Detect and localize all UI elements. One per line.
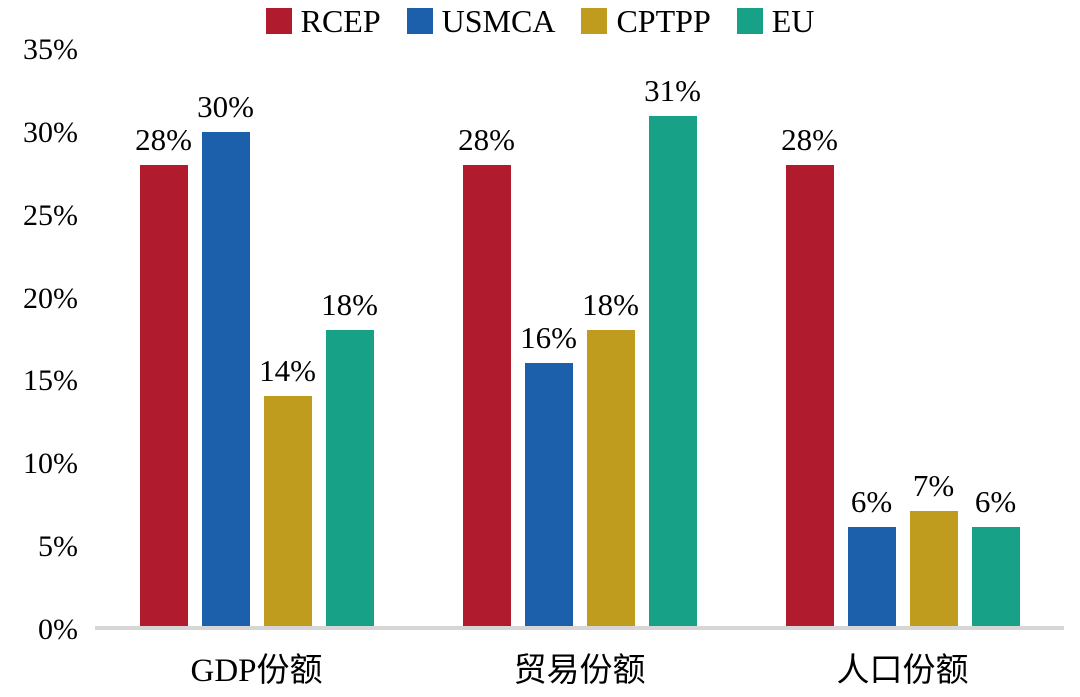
legend-label-usmca: USMCA <box>441 3 556 39</box>
bar-value-label: 7% <box>912 467 955 503</box>
y-tick-label: 30% <box>23 115 78 149</box>
category-label-3: 人口份额 <box>836 653 969 689</box>
legend-label-eu: EU <box>771 3 815 39</box>
bar-eu-3 <box>971 527 1020 626</box>
plot-area: 28% 30% 14% 18% 28% 16% 18% 31% 28% 6% 7% 6% <box>95 50 1064 630</box>
bar-value-label: 6% <box>974 484 1017 520</box>
bar-value-label: 31% <box>644 72 701 108</box>
bar-col-eu-3: 6% <box>971 50 1020 626</box>
bar-value-label: 28% <box>781 122 838 158</box>
y-tick-label: 15% <box>23 364 78 398</box>
y-tick-label: 10% <box>23 447 78 481</box>
bar-col-cptpp-1: 14% <box>259 50 316 626</box>
bar-usmca-2 <box>524 362 573 626</box>
bar-value-label: 14% <box>259 352 316 388</box>
bar-group-2: 28% 16% 18% 31% <box>418 50 741 626</box>
bar-cptpp-3 <box>909 510 958 626</box>
bar-col-cptpp-2: 18% <box>582 50 639 626</box>
category-label-2: 贸易份额 <box>513 653 646 689</box>
legend-item-usmca: USMCA <box>406 2 556 40</box>
bar-rcep-1 <box>139 165 188 626</box>
bar-value-label: 16% <box>520 319 577 355</box>
bar-col-usmca-1: 30% <box>197 50 254 626</box>
bar-value-label: 28% <box>458 122 515 158</box>
bar-col-rcep-1: 28% <box>135 50 192 626</box>
bar-col-eu-1: 18% <box>321 50 378 626</box>
legend-label-rcep: RCEP <box>300 3 381 39</box>
legend: RCEP USMCA CPTPP EU <box>0 2 1080 40</box>
legend-swatch-rcep <box>265 8 292 34</box>
y-tick-label: 20% <box>23 281 78 315</box>
y-tick-label: 25% <box>23 198 78 232</box>
legend-item-rcep: RCEP <box>265 2 381 40</box>
bar-cptpp-2 <box>586 329 635 626</box>
bar-col-eu-2: 31% <box>644 50 701 626</box>
bar-value-label: 18% <box>321 286 378 322</box>
legend-swatch-eu <box>736 8 763 34</box>
legend-swatch-cptpp <box>581 8 608 34</box>
bar-col-rcep-3: 28% <box>781 50 838 626</box>
bar-value-label: 30% <box>197 89 254 125</box>
bar-col-rcep-2: 28% <box>458 50 515 626</box>
bar-col-usmca-2: 16% <box>520 50 577 626</box>
legend-item-cptpp: CPTPP <box>581 2 711 40</box>
bar-value-label: 6% <box>850 484 893 520</box>
bar-eu-2 <box>648 115 697 626</box>
category-label-1: GDP份额 <box>190 653 323 689</box>
x-axis: GDP份额 贸易份额 人口份额 <box>95 651 1064 691</box>
bar-group-1: 28% 30% 14% 18% <box>95 50 418 626</box>
legend-swatch-usmca <box>406 8 433 34</box>
y-tick-label: 0% <box>38 612 78 646</box>
y-tick-label: 35% <box>23 33 78 66</box>
bar-eu-1 <box>325 329 374 626</box>
bar-cptpp-1 <box>263 395 312 626</box>
y-tick-label: 5% <box>38 530 78 564</box>
bar-rcep-3 <box>785 165 834 626</box>
bar-value-label: 28% <box>135 122 192 158</box>
legend-label-cptpp: CPTPP <box>616 3 711 39</box>
bar-usmca-1 <box>201 132 250 626</box>
legend-item-eu: EU <box>736 2 815 40</box>
bar-usmca-3 <box>847 527 896 626</box>
bar-value-label: 18% <box>582 286 639 322</box>
bar-col-usmca-3: 6% <box>847 50 896 626</box>
bar-col-cptpp-3: 7% <box>909 50 958 626</box>
y-axis: 35% 30% 25% 20% 15% 10% 5% 0% <box>0 33 78 647</box>
bar-rcep-2 <box>462 165 511 626</box>
bar-group-3: 28% 6% 7% 6% <box>741 50 1064 626</box>
